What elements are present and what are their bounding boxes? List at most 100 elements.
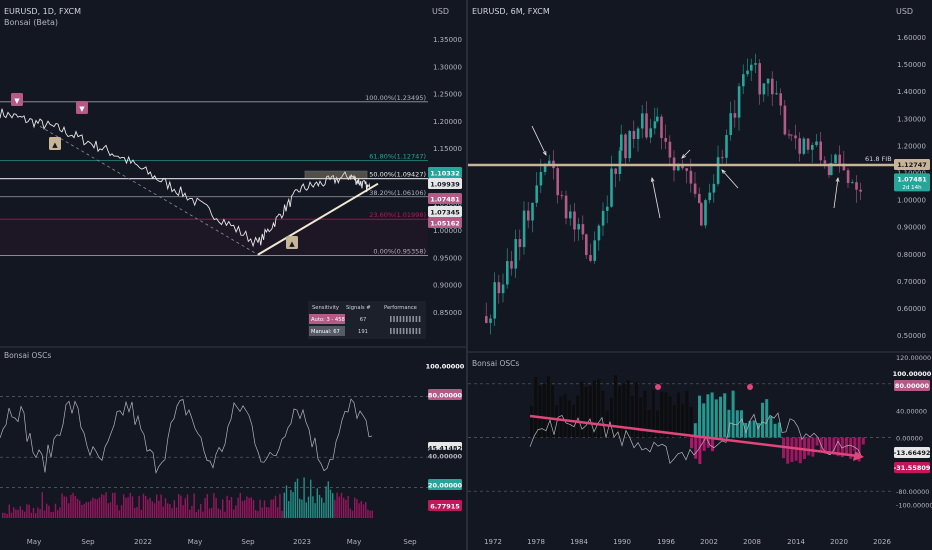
right-chart-pane[interactable]: EURUSD, 6M, FXCM USD 1.60000 1.50000 1.400… [468, 7, 930, 340]
osc-histogram-bar [685, 391, 689, 438]
consolidation-box [304, 170, 368, 180]
candle-body [569, 211, 572, 219]
candle-body [618, 150, 622, 174]
osc-histogram-bar [259, 499, 261, 518]
osc-histogram-bar [162, 506, 164, 518]
osc-histogram-bar [50, 511, 52, 518]
osc-histogram-bar [79, 500, 81, 518]
osc-histogram-bar [233, 509, 235, 518]
osc-tick: 40.00000 [896, 408, 927, 416]
osc-badge [428, 479, 462, 490]
left-oscillator-pane[interactable]: Bonsai OSCs 100.00000 80.00000 45.4148240.… [0, 351, 465, 518]
right-osc-badges: 100.00000 80.00000 -13.66492 -31.55809 [893, 368, 932, 473]
left-chart-pane[interactable]: EURUSD, 1D, FXCM Bonsai (Beta) USD 1.350… [0, 7, 462, 339]
osc-badge [428, 389, 462, 400]
osc-histogram-bar [828, 437, 832, 455]
osc-histogram-bar [314, 503, 316, 518]
right-time-axis[interactable]: 1972 1978 1984 1990 1996 2002 2008 2014 2020 2026 [484, 538, 891, 546]
candle-body [851, 182, 854, 184]
osc-histogram-bar [752, 420, 756, 438]
time-tick: May [27, 538, 41, 546]
osc-histogram-bar [4, 512, 6, 518]
candle-body [585, 234, 588, 256]
osc-histogram-bar [719, 396, 722, 438]
osc-histogram-bar [90, 500, 92, 518]
osc-histogram-bar [171, 508, 173, 518]
osc-histogram-bar [614, 375, 617, 438]
osc-histogram-bar [83, 503, 85, 518]
left-price-tick: 0.95000 [433, 254, 462, 262]
candle-body [834, 154, 837, 164]
left-price-tick: 1.15000 [433, 145, 462, 153]
time-tick: 1990 [613, 538, 631, 546]
osc-histogram-bar [285, 485, 288, 518]
sell-signal-marker [76, 101, 88, 114]
osc-histogram-bar [200, 504, 202, 518]
osc-histogram-bar [769, 416, 773, 438]
osc-histogram-bar [107, 503, 109, 518]
right-price-tick: 0.80000 [897, 251, 926, 259]
osc-histogram-bar [622, 383, 626, 438]
price-badge-text: 1.07345 [430, 209, 460, 217]
left-time-axis[interactable]: May Sep 2022 May Sep 2023 May Sep [27, 538, 417, 546]
arrow-head [835, 176, 840, 182]
osc-histogram-bar [178, 494, 180, 518]
candle-body [855, 182, 858, 190]
left-price-line [0, 108, 379, 256]
right-oscillator-pane[interactable]: Bonsai OSCs 120.0000040.000000.00000-40.… [468, 354, 932, 510]
osc-histogram-bar [824, 437, 827, 454]
time-tick: Sep [241, 538, 255, 546]
osc-peak-dot [747, 384, 753, 390]
candle-body [597, 225, 601, 241]
trend-dashed-line [39, 126, 259, 256]
signal-glyph: ▲ [289, 240, 295, 248]
time-tick: 1978 [527, 538, 545, 546]
left-price-tick: 1.20000 [433, 118, 462, 126]
candle-body [754, 63, 757, 65]
osc-histogram-bar [349, 508, 351, 518]
osc-histogram-bar [17, 509, 19, 518]
osc-histogram-bar [325, 486, 327, 518]
osc-histogram-bar [761, 402, 764, 438]
price-badge [428, 167, 462, 178]
osc-histogram-bar [329, 489, 332, 518]
candle-body [681, 165, 684, 169]
osc-histogram-bar [853, 437, 857, 452]
osc-histogram-bar [362, 504, 365, 518]
osc-histogram-bar [112, 492, 114, 518]
candle-body [556, 168, 559, 196]
signal-glyph: ▼ [79, 105, 85, 113]
osc-peak-dot [655, 384, 661, 390]
osc-histogram-bar [542, 383, 546, 438]
candle-body [842, 163, 846, 171]
support-trendline [257, 182, 379, 256]
candle-body [693, 183, 697, 194]
osc-histogram-bar [277, 507, 279, 518]
time-tick: May [188, 538, 202, 546]
osc-histogram-bar [37, 507, 39, 518]
osc-histogram-bar [24, 511, 26, 518]
osc-badge-text: 80.00000 [895, 382, 930, 390]
osc-badge [894, 368, 930, 379]
price-badge [894, 173, 930, 192]
price-series-line [0, 108, 371, 248]
price-badge [428, 193, 462, 204]
osc-histogram-bar [202, 511, 204, 518]
osc-histogram-bar [356, 499, 358, 518]
time-tick: 2023 [293, 538, 311, 546]
performance-bar [409, 316, 411, 322]
osc-histogram-bar [167, 503, 169, 518]
candle-body [535, 185, 538, 203]
osc-line [0, 398, 373, 475]
osc-histogram-bar [180, 495, 182, 518]
candle-body [539, 171, 543, 186]
osc-histogram-bar [61, 493, 63, 518]
candle-body [577, 224, 580, 230]
osc-histogram-bar [114, 492, 116, 518]
candle-body [641, 113, 644, 129]
performance-bar [402, 328, 405, 334]
osc-histogram-bar [299, 498, 301, 518]
time-tick: 2002 [700, 538, 718, 546]
table-signals-value: 67 [360, 317, 367, 323]
